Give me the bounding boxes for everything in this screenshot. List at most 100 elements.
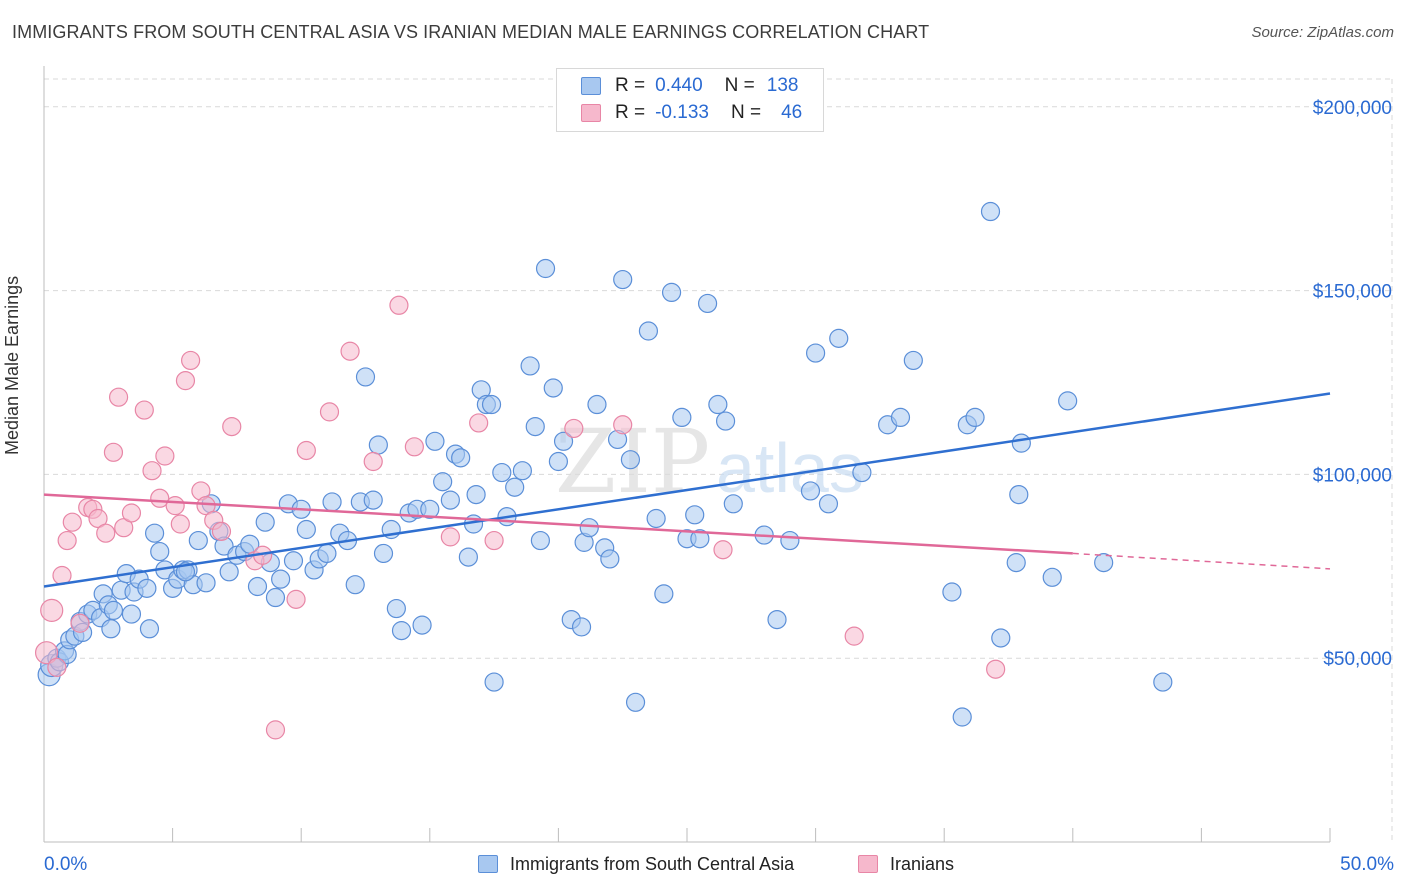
legend-r-value: 0.440 [655,75,703,96]
point-iranians [175,371,196,391]
point-immigrants [296,519,316,540]
point-immigrants [579,518,599,538]
point-iranians [222,416,242,437]
point-immigrants [525,416,545,437]
x-tick-label-left: 0.0% [44,854,87,875]
point-immigrants [139,619,160,639]
point-immigrants [137,578,157,598]
point-iranians [40,598,64,623]
point-iranians [181,350,201,371]
y-tick-label: $50,000 [1323,649,1392,670]
legend-swatch-iranians [581,104,601,122]
point-immigrants [805,343,826,363]
legend-n-value: 138 [766,75,799,96]
y-tick-label: $100,000 [1313,465,1392,486]
bottom-legend-swatch-iranians [858,855,878,873]
point-immigrants [952,707,972,727]
point-immigrants [144,523,165,543]
x-tick-label-right: 50.0% [1340,854,1394,875]
point-immigrants [587,394,607,415]
point-immigrants [1042,567,1062,587]
point-immigrants [440,490,460,510]
point-iranians [564,418,584,439]
point-immigrants [175,562,196,582]
trendline-immigrants [43,392,1331,588]
point-immigrants [247,576,268,597]
axes [43,66,1331,843]
point-immigrants [697,293,718,314]
point-immigrants [420,499,440,519]
point-immigrants [620,450,641,470]
point-immigrants [101,619,121,639]
point-immigrants [638,321,659,341]
point-immigrants [458,547,478,567]
point-iranians [211,521,232,541]
legend-row-immigrants: R = 0.440 N = 138 [581,73,798,99]
y-axis-label: Median Male Earnings [2,275,22,455]
point-immigrants [219,562,239,582]
point-immigrants [391,621,412,641]
point-immigrants [345,575,365,595]
point-immigrants [890,407,911,427]
point-immigrants [965,407,985,427]
point-immigrants [433,472,453,492]
point-immigrants [512,461,532,481]
point-immigrants [1006,553,1026,573]
point-iranians [134,400,154,420]
y-tick-label: $200,000 [1313,98,1392,119]
trend-lines [43,392,1331,588]
point-immigrants [661,282,682,303]
trendline-iranians-extension [1072,552,1331,570]
point-immigrants [723,494,743,514]
point-immigrants [355,367,376,387]
chart-title: IMMIGRANTS FROM SOUTH CENTRAL ASIA VS IR… [12,22,930,42]
point-immigrants [980,201,1001,222]
point-iranians [319,402,340,422]
point-immigrants [600,549,620,569]
watermark: ZIP atlas [555,410,864,513]
legend-r-label: R = [615,102,646,123]
point-immigrants [571,617,592,637]
y-tick-label: $150,000 [1313,282,1392,303]
legend-swatch-immigrants [581,77,601,95]
chart-source: Source: ZipAtlas.com [1251,24,1394,41]
point-immigrants [373,543,394,564]
point-immigrants [1011,433,1031,453]
point-iranians [121,503,142,523]
point-immigrants [451,448,471,468]
point-immigrants [425,431,445,451]
point-immigrants [800,481,821,501]
point-immigrants [121,604,142,624]
point-immigrants [553,431,574,451]
point-immigrants [535,258,556,279]
point-immigrants [942,582,962,602]
point-immigrants [368,435,388,455]
point-immigrants [654,584,674,604]
point-immigrants [322,492,342,512]
legend-r-value: -0.133 [655,102,709,123]
point-immigrants [903,350,923,371]
legend-n-label: N = [724,75,755,96]
point-immigrants [255,512,275,532]
point-immigrants [150,541,170,562]
point-iranians [296,440,316,461]
bottom-legend-swatch-immigrants [478,855,498,873]
point-iranians [484,530,504,551]
legend-r-label: R = [615,75,646,96]
bottom-legend-label-immigrants: Immigrants from South Central Asia [510,853,795,874]
series-iranians-points [34,295,1006,740]
point-iranians [844,626,864,646]
point-iranians [155,446,175,466]
point-immigrants [265,587,286,608]
bottom-legend-iranians: Iranians [858,852,954,876]
point-iranians [286,589,306,609]
point-iranians [96,523,116,543]
point-immigrants [1058,391,1078,411]
point-immigrants [466,485,486,505]
point-immigrants [386,598,406,619]
point-iranians [404,437,424,457]
point-iranians [62,512,82,532]
point-iranians [170,514,190,534]
point-immigrants [672,407,692,427]
legend-stats: R = 0.440 N = 138 R = -0.133 N = 46 [556,68,824,132]
